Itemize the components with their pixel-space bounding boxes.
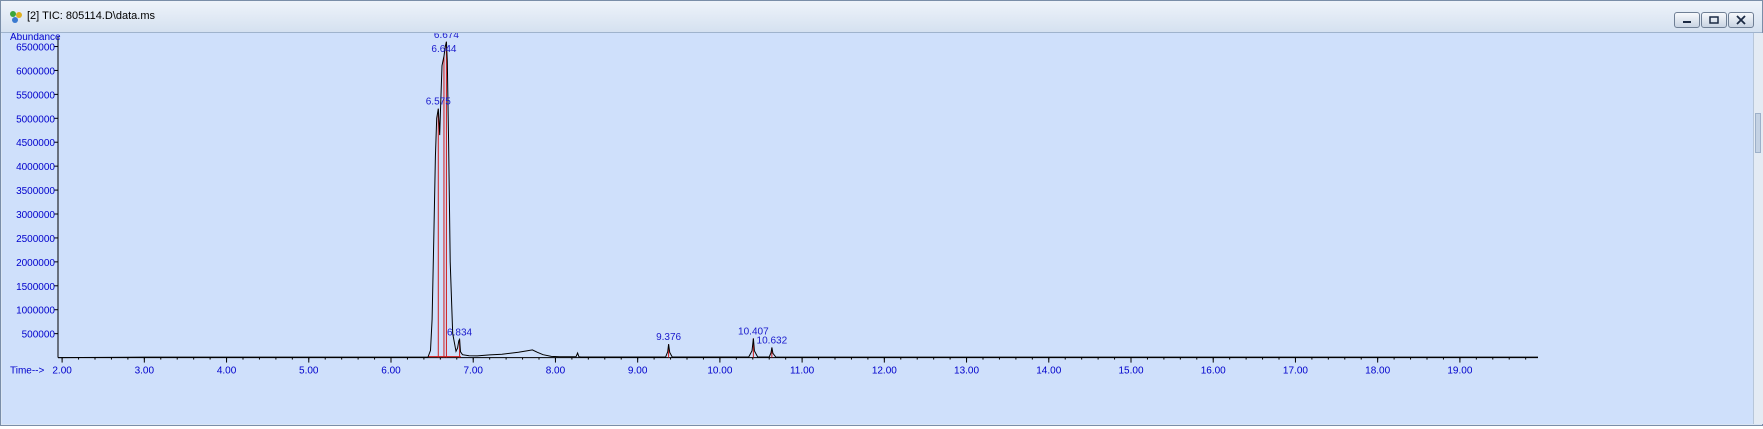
close-button[interactable] [1728, 12, 1754, 28]
x-tick-label: 7.00 [463, 366, 483, 377]
x-tick-label: 2.00 [52, 366, 72, 377]
y-tick-label: 4500000 [16, 138, 55, 149]
x-tick-label: 8.00 [546, 366, 566, 377]
restore-button[interactable] [1701, 12, 1727, 28]
scrollbar-thumb[interactable] [1755, 113, 1761, 153]
y-tick-label: 3500000 [16, 186, 55, 197]
y-tick-label: 6000000 [16, 66, 55, 77]
close-icon [1736, 15, 1746, 25]
y-tick-label: 6500000 [16, 43, 55, 54]
y-tick-label: 2000000 [16, 258, 55, 269]
y-axis-label: Abundance [10, 33, 61, 43]
y-tick-label: 5500000 [16, 90, 55, 101]
x-tick-label: 19.00 [1447, 366, 1472, 377]
title-bar[interactable]: [2] TIC: 805114.D\data.ms [1, 1, 1762, 33]
y-tick-label: 500000 [22, 330, 56, 341]
integration-marks [428, 41, 773, 358]
y-tick-label: 2500000 [16, 234, 55, 245]
x-axis-label: Time--> [10, 366, 45, 377]
x-tick-label: 5.00 [299, 366, 319, 377]
peak-label: 10.407 [738, 326, 769, 337]
y-tick-label: 5000000 [16, 114, 55, 125]
y-tick-group: 500000 1000000 1500000 2000000 2500000 300000… [16, 43, 58, 341]
minimize-button[interactable] [1674, 12, 1700, 28]
vertical-scrollbar[interactable] [1753, 33, 1763, 424]
x-tick-label: 6.00 [381, 366, 401, 377]
y-tick-label: 1000000 [16, 306, 55, 317]
restore-icon [1709, 16, 1719, 24]
chromatogram-plot-area[interactable]: 500000 1000000 1500000 2000000 2500000 300000… [2, 30, 1754, 424]
peak-label: 6.674 [434, 33, 459, 41]
x-tick-label: 16.00 [1201, 366, 1226, 377]
peak-label: 6.834 [447, 327, 472, 338]
x-tick-label: 12.00 [872, 366, 897, 377]
peak-label: 6.644 [431, 44, 456, 55]
peak-label: 9.376 [656, 332, 681, 343]
y-tick-label: 1500000 [16, 282, 55, 293]
x-tick-label: 18.00 [1365, 366, 1390, 377]
x-tick-label: 13.00 [954, 366, 979, 377]
y-tick-label: 4000000 [16, 162, 55, 173]
x-tick-label: 4.00 [217, 366, 237, 377]
x-tick-group: 2.00 3.00 4.00 5.00 6.00 7.00 8.00 9.00 10.00 11.… [52, 357, 1527, 377]
chemstation-app-icon [10, 11, 22, 23]
peak-label: 6.575 [426, 97, 451, 108]
minimize-icon [1683, 21, 1691, 23]
x-tick-label: 17.00 [1283, 366, 1308, 377]
axes [57, 36, 1538, 359]
window-title: [2] TIC: 805114.D\data.ms [27, 10, 155, 22]
tic-trace-line [57, 41, 1538, 359]
x-tick-label: 9.00 [628, 366, 648, 377]
x-tick-label: 14.00 [1036, 366, 1061, 377]
x-tick-label: 15.00 [1118, 366, 1143, 377]
x-tick-label: 11.00 [790, 366, 815, 377]
y-tick-label: 3000000 [16, 210, 55, 221]
x-tick-label: 10.00 [707, 366, 732, 377]
x-tick-label: 3.00 [135, 366, 155, 377]
peak-label: 10.632 [757, 336, 788, 347]
tic-chromatogram[interactable]: 500000 1000000 1500000 2000000 2500000 300000… [2, 30, 1754, 424]
